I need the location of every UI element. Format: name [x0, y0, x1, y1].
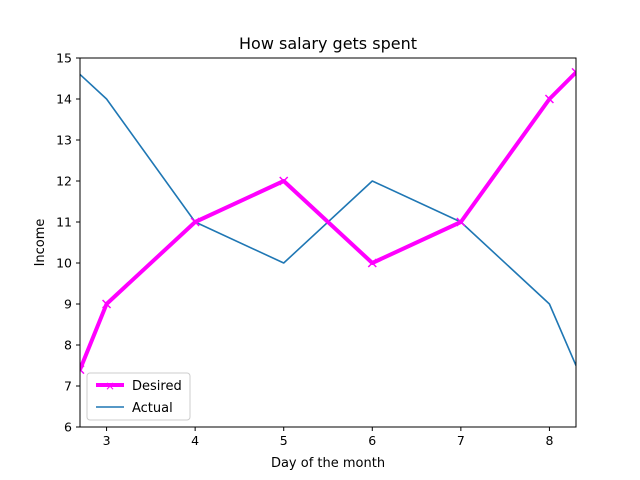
x-tick-label: 6 — [368, 433, 376, 448]
x-tick-label: 8 — [545, 433, 553, 448]
y-tick-label: 9 — [64, 297, 72, 312]
plot-frame — [79, 57, 577, 428]
y-axis: 6 7 8 9 10 11 12 13 14 15 — [56, 51, 80, 435]
data-point-desired — [571, 67, 576, 77]
series-layer — [80, 67, 576, 375]
data-point-desired — [190, 217, 200, 227]
x-tick-label: 3 — [103, 433, 111, 448]
chart-title: How salary gets spent — [239, 34, 417, 53]
legend-marker-desired: × — [105, 379, 115, 393]
y-tick-label: 7 — [64, 379, 72, 394]
y-axis-label: Income — [33, 219, 48, 267]
y-tick-label: 12 — [56, 174, 72, 189]
data-point-desired — [80, 365, 85, 375]
x-tick-label: 5 — [280, 433, 288, 448]
y-tick-label: 13 — [56, 133, 72, 148]
legend-label-actual: Actual — [132, 401, 173, 416]
data-point-desired — [544, 94, 554, 104]
data-point-desired — [456, 217, 466, 227]
data-point-desired — [367, 258, 377, 268]
legend: × Desired Actual — [86, 372, 191, 421]
y-tick-label: 11 — [56, 215, 72, 230]
y-tick-label: 10 — [56, 256, 72, 271]
y-tick-label: 6 — [64, 420, 72, 435]
series-line-desired — [80, 70, 576, 371]
x-axis: 3 4 5 6 7 8 — [103, 427, 553, 448]
legend-label-desired: Desired — [132, 379, 182, 394]
data-point-desired — [102, 299, 112, 309]
data-point-desired — [279, 176, 289, 186]
y-tick-label: 8 — [64, 338, 72, 353]
x-tick-label: 7 — [457, 433, 465, 448]
y-tick-label: 14 — [56, 92, 72, 107]
x-tick-label: 4 — [191, 433, 199, 448]
x-axis-label: Day of the month — [271, 456, 385, 471]
y-tick-label: 15 — [56, 51, 72, 66]
